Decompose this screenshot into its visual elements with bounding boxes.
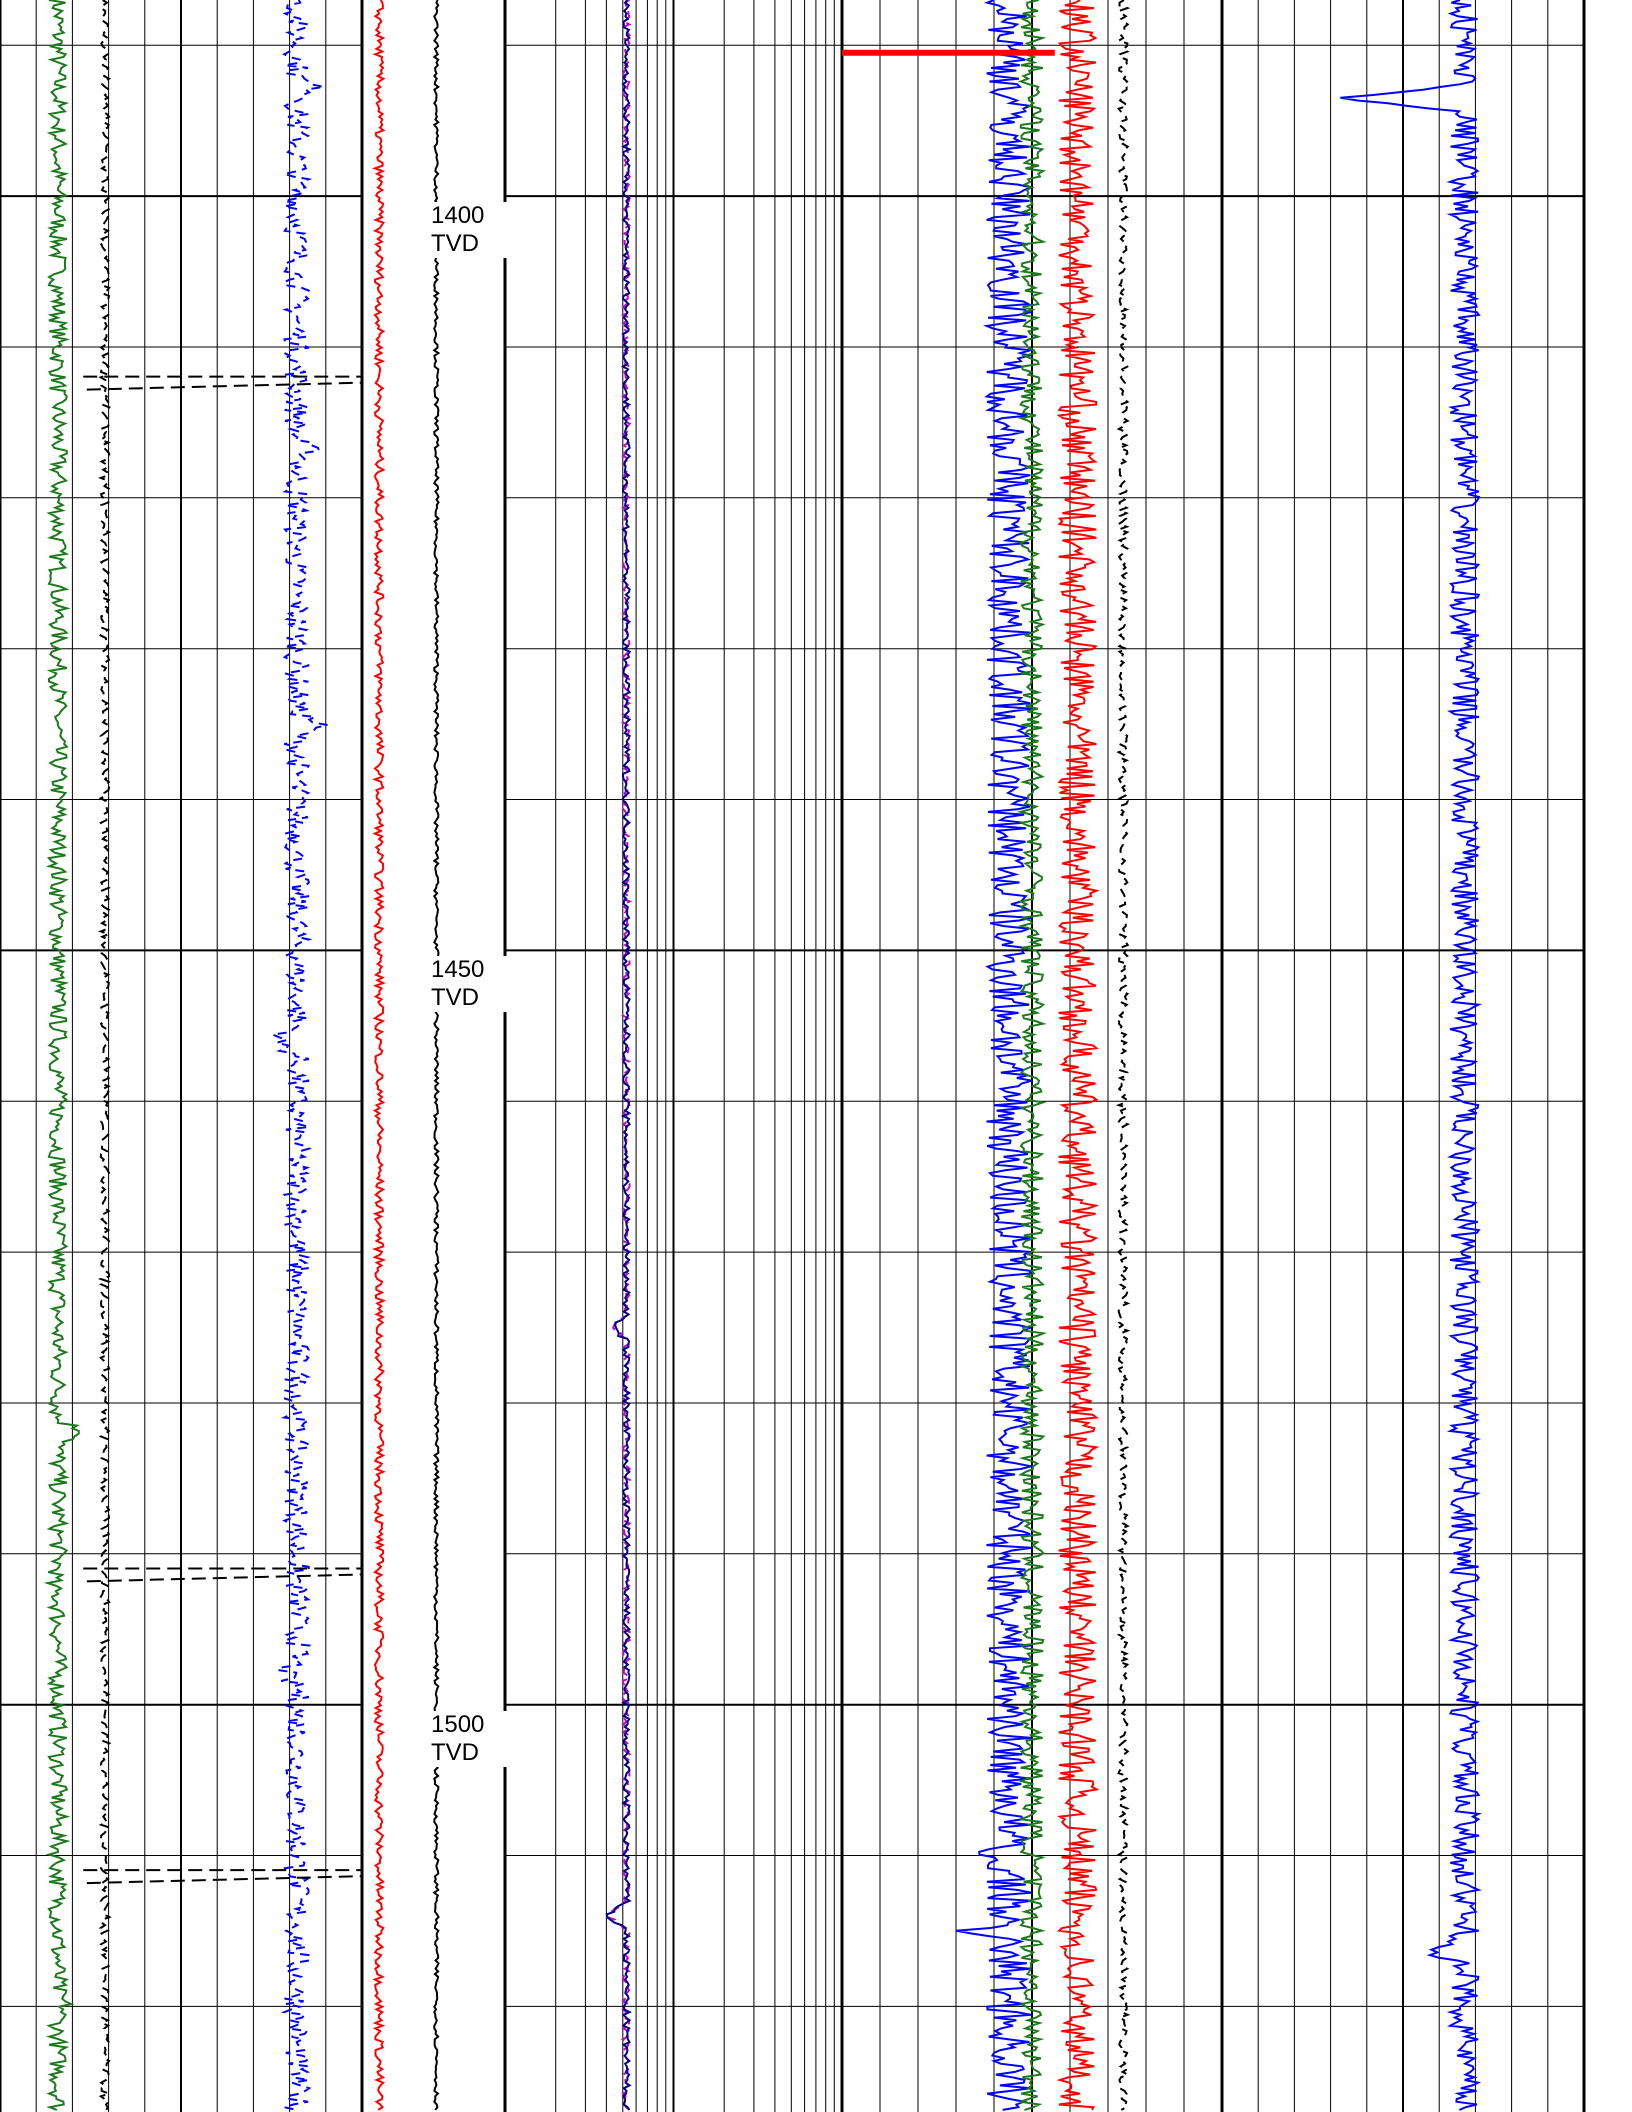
depth-label: 1400 TVD bbox=[431, 202, 511, 259]
curve-layer bbox=[43, 0, 1483, 2111]
track-1-curve-2 bbox=[268, 0, 328, 2111]
step-marker bbox=[83, 1869, 363, 1885]
track-4-curve-2 bbox=[1016, 0, 1048, 2111]
depth-value: 1500 bbox=[431, 1710, 485, 1738]
depth-unit: TVD bbox=[431, 230, 479, 258]
track-4-curve-4 bbox=[1115, 0, 1131, 2111]
depth-unit: TVD bbox=[431, 1738, 479, 1766]
step-marker bbox=[83, 375, 363, 391]
track-3-curve-1 bbox=[605, 0, 633, 2111]
track-2-curve-1 bbox=[371, 0, 387, 2111]
depth-value: 1450 bbox=[431, 956, 485, 984]
track-1-curve-3 bbox=[97, 0, 113, 2111]
track-4-curve-1 bbox=[955, 0, 1035, 2111]
track-3-curve-2 bbox=[605, 0, 632, 2111]
step-marker bbox=[83, 1567, 363, 1583]
track-2-curve-2 bbox=[432, 0, 441, 2111]
depth-value: 1400 bbox=[431, 202, 485, 230]
track-5-curve-1 bbox=[1340, 0, 1483, 2111]
track-4-curve-3 bbox=[1056, 0, 1100, 2111]
depth-label: 1500 TVD bbox=[431, 1710, 511, 1767]
grid-layer bbox=[0, 0, 1586, 2112]
depth-label: 1450 TVD bbox=[431, 956, 511, 1013]
depth-unit: TVD bbox=[431, 984, 479, 1012]
track-1-curve-1 bbox=[43, 0, 80, 2111]
